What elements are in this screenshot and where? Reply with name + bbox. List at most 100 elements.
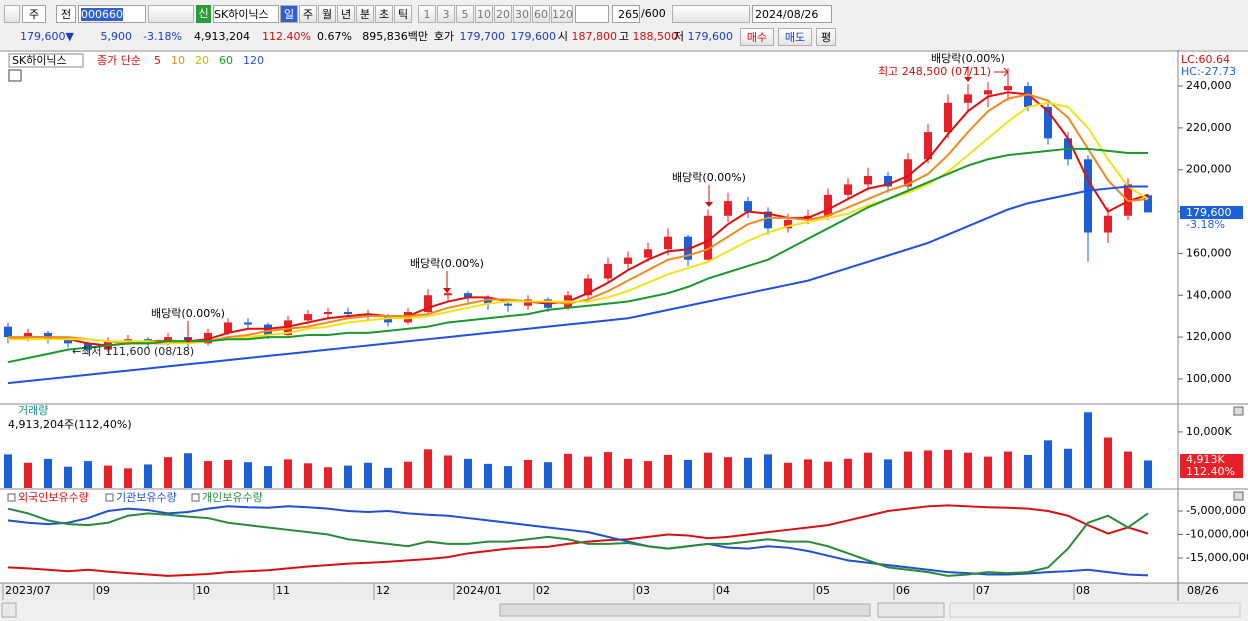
candle-body [644, 249, 652, 258]
period-select[interactable]: 주 [22, 5, 46, 23]
candle-body [364, 314, 372, 317]
prev-select[interactable]: 전 [56, 5, 76, 23]
buy-button[interactable]: 매수 [740, 28, 774, 46]
y-tick-label: 240,000 [1186, 79, 1232, 92]
interval-button[interactable]: 1 [418, 5, 436, 23]
volume-bar [1084, 412, 1092, 488]
bar-count[interactable]: 265 [612, 5, 640, 23]
x-tick-label: 02 [536, 584, 550, 597]
candle-body [784, 219, 792, 229]
interval-button[interactable]: 120 [551, 5, 573, 23]
volume-bar [244, 462, 252, 488]
volume-bar [324, 467, 332, 488]
series-line [7, 91, 1149, 347]
icon[interactable] [4, 5, 20, 23]
candle-body [1024, 86, 1032, 107]
volume-bar [884, 459, 892, 488]
candle-body [944, 102, 952, 133]
nav-buttons[interactable] [877, 602, 945, 618]
interval-button[interactable]: 10 [475, 5, 493, 23]
sell-button[interactable]: 매도 [778, 28, 812, 46]
interval-button[interactable]: 틱 [394, 5, 412, 23]
candle-body [324, 311, 332, 315]
x-tick-label: 05 [816, 584, 830, 597]
volume-bar [344, 465, 352, 488]
quote-amount: 895,836백만 [362, 30, 428, 43]
candle-body [424, 295, 432, 312]
volume-bar [384, 467, 392, 488]
volume-bar [464, 458, 472, 488]
candle-body [704, 215, 712, 260]
candle-body [44, 332, 52, 340]
candle-body [24, 332, 32, 338]
quote-ask: 179,700 [459, 30, 506, 43]
search-buttons[interactable] [148, 5, 194, 23]
legend-stock: SK하이닉스 [12, 53, 67, 67]
quote-high-label: 고 [618, 30, 629, 43]
interval-button[interactable]: 5 [456, 5, 474, 23]
volume-bar [844, 458, 852, 488]
code-input[interactable]: 000660 [78, 5, 146, 23]
candle-body [164, 337, 172, 344]
quote-high: 188,500 [632, 30, 679, 43]
annotation-arrowhead [705, 202, 713, 207]
legend-entry: 60 [219, 54, 233, 67]
candle-body [284, 320, 292, 336]
avg-button[interactable]: 평 [816, 28, 836, 46]
stock-name: SK하이닉스 [213, 5, 279, 23]
annotation-arrowhead [964, 77, 972, 82]
candle-body [1144, 195, 1152, 213]
date-input[interactable]: 2024/08/26 [752, 5, 832, 23]
candle-body [224, 322, 232, 333]
volume-bar [824, 461, 832, 488]
x-tick-label: 08 [1076, 584, 1090, 597]
scroll-left[interactable] [1, 602, 17, 618]
table-icon[interactable] [8, 69, 22, 82]
series-line [7, 147, 1148, 364]
candle-body [964, 94, 972, 103]
volume-bar [864, 452, 872, 488]
volume-bar [1004, 451, 1012, 488]
candle-body [504, 303, 512, 306]
candle-body [404, 311, 412, 323]
interval-button[interactable]: 3 [437, 5, 455, 23]
tool-icons[interactable] [672, 5, 750, 23]
last-volume-ratio: 112.40% [1186, 465, 1235, 478]
y-tick-label: 120,000 [1186, 330, 1232, 343]
volume-bar [984, 456, 992, 488]
candle-body [904, 159, 912, 187]
low-annotation: ←최저 111,600 (08/18) [72, 345, 194, 358]
new-badge: 신 [196, 5, 211, 23]
interval-button[interactable]: 월 [318, 5, 336, 23]
interval-button[interactable]: 주 [299, 5, 317, 23]
interval-button[interactable]: 년 [337, 5, 355, 23]
interval-button[interactable]: 분 [356, 5, 374, 23]
interval-button[interactable]: 초 [375, 5, 393, 23]
legend-entry: 개인보유수량 [202, 491, 263, 504]
interval-button[interactable]: 일 [280, 5, 298, 23]
code-text[interactable]: 000660 [81, 8, 123, 21]
tool-buttons[interactable] [949, 602, 1241, 618]
quote-rate: -3.18% [143, 30, 182, 43]
quote-ask-label: 호가 [433, 30, 454, 43]
interval-button[interactable]: 20 [494, 5, 512, 23]
panel-button[interactable] [1233, 406, 1244, 416]
y-tick-label: 200,000 [1186, 163, 1232, 176]
dropdown[interactable] [575, 5, 609, 23]
scroll-thumb[interactable] [499, 603, 871, 617]
y-tick-label: -5,000,000 [1186, 504, 1246, 517]
volume-bar [704, 452, 712, 488]
hc-label: HC:-27.73 [1181, 65, 1236, 78]
volume-bar [804, 459, 812, 488]
volume-bar [124, 468, 132, 488]
legend-entry: 5 [154, 54, 161, 67]
dividend-annotation: 배당락(0.00%) [931, 52, 1005, 65]
panel-subtitle: 4,913,204주(112,40%) [8, 418, 132, 431]
interval-button[interactable]: 30 [513, 5, 531, 23]
panel-button[interactable] [1233, 491, 1244, 501]
volume-bar [764, 454, 772, 488]
volume-bar [1024, 454, 1032, 488]
x-tick-label: 10 [196, 584, 210, 597]
interval-button[interactable]: 60 [532, 5, 550, 23]
series-line [8, 101, 1149, 345]
